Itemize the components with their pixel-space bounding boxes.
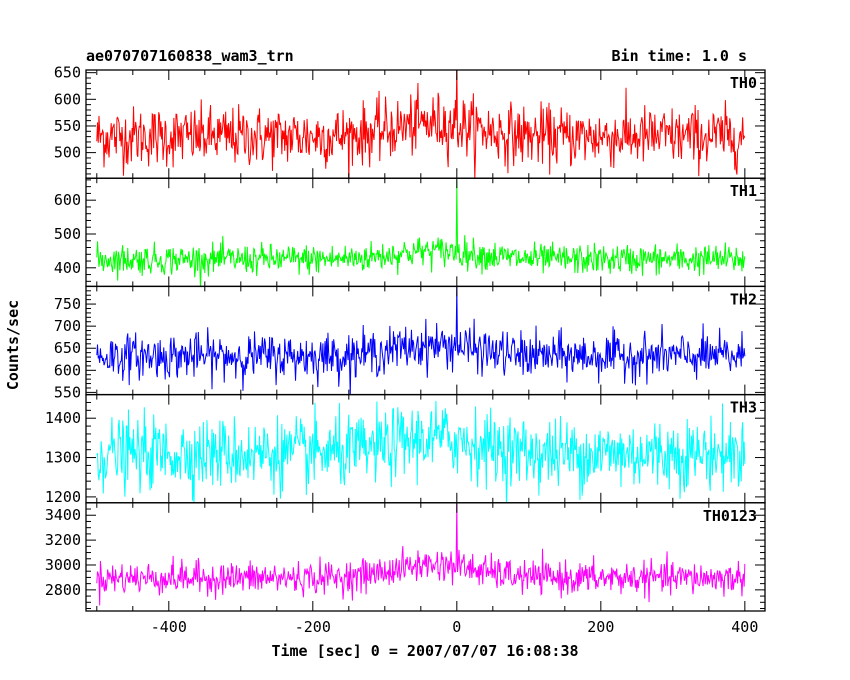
panel-th0: 500 550 600 650 TH0: [54, 64, 766, 179]
y-tick-label: 600: [54, 90, 81, 108]
panel-label-th0: TH0: [730, 74, 757, 92]
y-tick-label: 3400: [45, 506, 81, 524]
y-tick-label: 600: [54, 191, 81, 209]
y-tick-label: 700: [54, 317, 81, 335]
y-axis-label: Counts/sec: [4, 300, 22, 390]
x-tick-label: 200: [587, 618, 614, 636]
x-tick-label: 0: [452, 618, 461, 636]
y-tick-label: 3200: [45, 531, 81, 549]
panels-group: 500 550 600 650 TH0 400 500 600 TH1 550 600 650 700 7…: [45, 64, 766, 636]
y-tick-label: 3000: [45, 556, 81, 574]
y-tick-label: 1200: [45, 488, 81, 506]
series-th0123: [96, 502, 746, 606]
bin-time-label: Bin time: 1.0 s: [612, 47, 747, 65]
panel-th3: 1200 1300 1400 TH3: [45, 393, 766, 506]
y-tick-label: 650: [54, 339, 81, 357]
y-tick-label: 1400: [45, 409, 81, 427]
x-tick-label: -400: [151, 618, 187, 636]
series-th3: [96, 400, 746, 503]
x-axis-label: Time [sec] 0 = 2007/07/07 16:08:38: [271, 642, 578, 660]
y-tick-label: 600: [54, 361, 81, 379]
panel-frame: [85, 177, 766, 288]
y-tick-label: 400: [54, 259, 81, 277]
y-tick-label: 1300: [45, 449, 81, 467]
y-tick-label: 550: [54, 383, 81, 401]
series-th0: [96, 70, 746, 179]
series-th2: [96, 286, 746, 395]
panel-label-th2: TH2: [730, 290, 757, 308]
y-tick-label: 500: [54, 144, 81, 162]
x-tick-label: 400: [731, 618, 758, 636]
panel-frame: [85, 502, 766, 612]
chart-title: ae070707160838_wam3_trn: [86, 47, 294, 65]
series-th1: [96, 179, 746, 287]
x-tick-label: -200: [295, 618, 331, 636]
y-tick-label: 550: [54, 117, 81, 135]
panel-th0123: 2800 3000 3200 3400 TH0123: [45, 502, 766, 612]
y-tick-label: 650: [54, 64, 81, 82]
y-tick-label: 500: [54, 225, 81, 243]
panel-th1: 400 500 600 TH1: [54, 177, 766, 288]
y-tick-label: 750: [54, 295, 81, 313]
panel-label-th3: TH3: [730, 399, 757, 417]
panel-frame: [85, 393, 766, 504]
panel-label-th0123: TH0123: [703, 507, 757, 525]
panel-label-th1: TH1: [730, 182, 757, 200]
panel-th2: 550 600 650 700 750 TH2: [54, 285, 766, 401]
y-tick-label: 2800: [45, 581, 81, 599]
